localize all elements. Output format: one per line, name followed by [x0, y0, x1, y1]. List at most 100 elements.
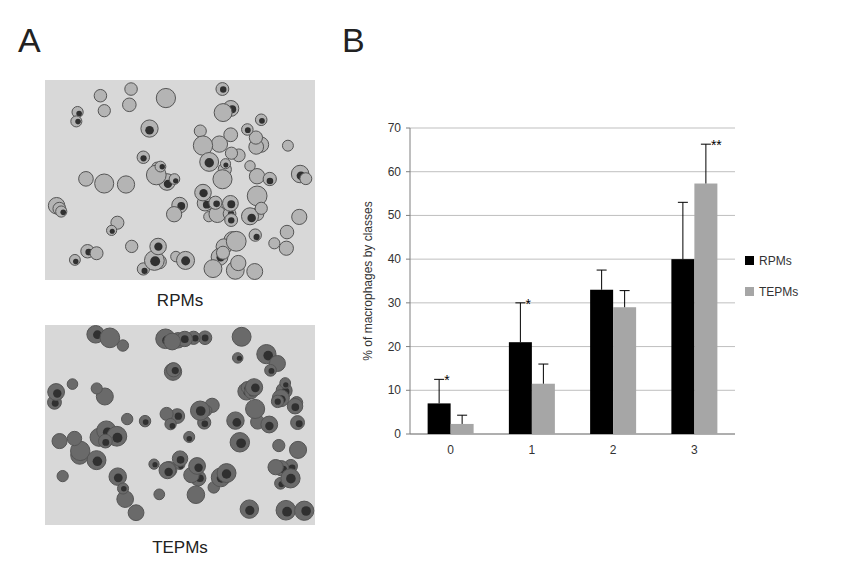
cell [247, 264, 263, 280]
cell [149, 459, 159, 469]
cell [279, 241, 293, 255]
cell-nucleus [164, 468, 172, 476]
cell [265, 364, 277, 376]
cell-nucleus [113, 433, 123, 443]
cell-nucleus [181, 256, 190, 265]
annotation: * [525, 296, 531, 312]
micrograph-background [45, 80, 315, 280]
bar [613, 307, 636, 434]
cell-nucleus [192, 335, 199, 342]
cell [71, 116, 82, 127]
error-bar [678, 202, 688, 259]
cell [246, 399, 265, 418]
cell [165, 418, 176, 429]
cell-nucleus [75, 119, 81, 125]
cell-nucleus [93, 457, 102, 466]
cell-nucleus [275, 399, 281, 405]
cell [268, 460, 283, 475]
cell [271, 395, 283, 407]
cell [255, 114, 267, 126]
cell-nucleus [291, 403, 299, 411]
cell-nucleus [228, 217, 234, 223]
cell [276, 500, 296, 520]
cell [125, 83, 138, 96]
cell [295, 501, 314, 520]
cell-nucleus [222, 469, 231, 478]
cell-nucleus [245, 506, 254, 515]
cell-nucleus [232, 418, 241, 427]
cell [195, 184, 212, 201]
cell [164, 363, 181, 380]
axis-title: % of macrophages by classes [361, 201, 375, 360]
tick-mark [406, 128, 410, 129]
cell-nucleus [152, 462, 157, 467]
cell [154, 489, 165, 500]
cell [217, 464, 236, 483]
cell [282, 140, 293, 151]
tick-mark [406, 434, 410, 435]
cell-nucleus [213, 201, 220, 208]
cell [216, 246, 229, 259]
cell [99, 434, 113, 448]
cell-nucleus [53, 389, 61, 397]
cell-nucleus [173, 178, 178, 183]
cell-nucleus [154, 243, 162, 251]
cell [273, 439, 285, 451]
cell [213, 170, 232, 189]
cell [91, 383, 102, 394]
cell [249, 229, 261, 241]
cell [200, 153, 219, 172]
cell-nucleus [150, 256, 160, 266]
tick-mark [406, 215, 410, 216]
cell [232, 353, 242, 363]
cell-nucleus [177, 456, 185, 464]
cell [69, 254, 80, 265]
cell-nucleus [181, 335, 189, 343]
cell [95, 174, 114, 193]
cell-nucleus [141, 268, 147, 274]
cell [57, 470, 68, 481]
cell [187, 486, 205, 504]
tick-label: 2 [610, 443, 617, 457]
cell [245, 379, 262, 396]
error-bar [620, 291, 630, 308]
tick-mark [406, 390, 410, 391]
cell [48, 384, 65, 401]
figure: ABRPMsTEPMs010203040506070% of macrophag… [0, 0, 850, 583]
tick-mark [406, 346, 410, 347]
cell [79, 172, 94, 187]
image-caption: TEPMs [152, 538, 208, 557]
cell [94, 89, 107, 102]
cell-nucleus [247, 214, 256, 223]
cell [87, 451, 106, 470]
cell-nucleus [265, 422, 273, 430]
cell [194, 125, 206, 137]
tick-label: 0 [394, 427, 401, 441]
cell-nucleus [259, 118, 265, 124]
cell-nucleus [237, 356, 242, 361]
cell [281, 469, 300, 488]
cell [137, 151, 149, 163]
tick-label: 10 [388, 383, 402, 397]
bar [590, 290, 613, 434]
cell-nucleus [121, 486, 127, 492]
error-bar [597, 270, 607, 290]
cell [126, 240, 138, 252]
cell [255, 202, 267, 214]
cell [224, 128, 238, 142]
cell-nucleus [194, 464, 202, 472]
bar [671, 259, 694, 434]
tick-label: 20 [388, 340, 402, 354]
y-axis [410, 128, 411, 434]
tick-label: 1 [529, 443, 536, 457]
tick-mark [406, 302, 410, 303]
grid-line [410, 128, 735, 129]
panel-label: A [18, 21, 41, 59]
cell-nucleus [253, 234, 259, 240]
tick-label: 30 [388, 296, 402, 310]
error-bar [701, 144, 711, 183]
cell [300, 173, 312, 185]
cell-nucleus [110, 229, 115, 234]
cell-nucleus [172, 367, 179, 374]
cell [139, 415, 150, 426]
